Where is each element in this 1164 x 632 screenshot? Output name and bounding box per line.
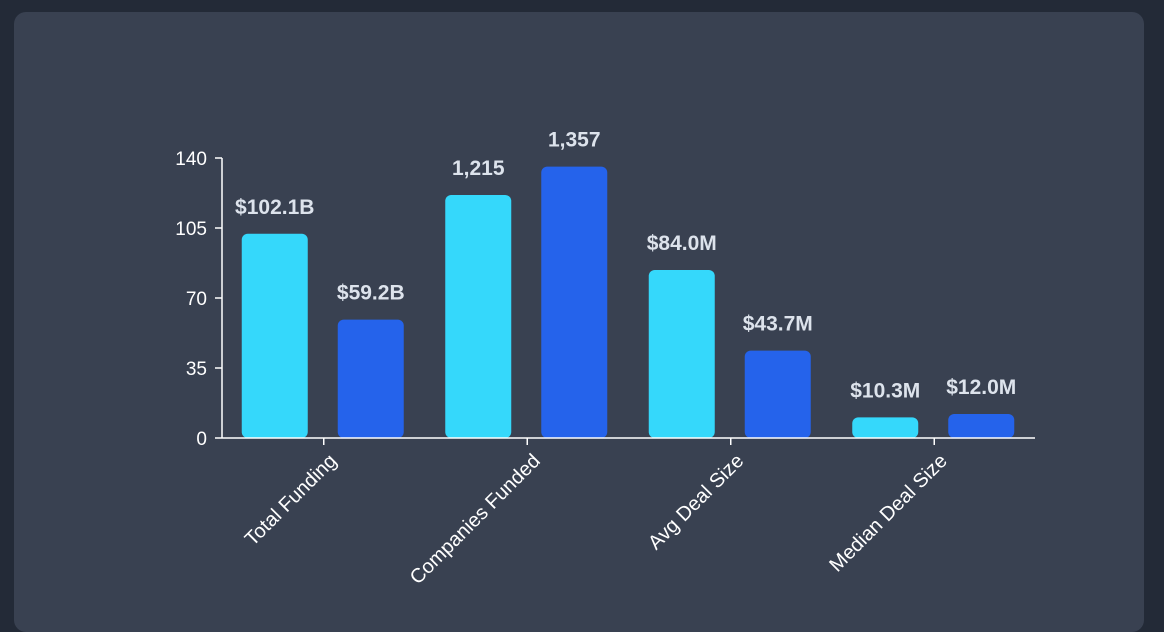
bar-chart: 0 35 70 105 140 $102.1B 1,215 $84.0M $10.3M $59.2… xyxy=(175,129,1035,589)
y-tick-label: 35 xyxy=(186,359,207,380)
data-label: $59.2B xyxy=(337,282,405,305)
y-tick-label: 140 xyxy=(175,149,207,170)
data-label: $12.0M xyxy=(946,376,1016,399)
y-tick-label: 70 xyxy=(186,289,207,310)
data-label: 1,357 xyxy=(548,129,601,152)
data-label: $84.0M xyxy=(647,232,717,255)
x-category-label: Total Funding xyxy=(241,450,341,550)
data-label: $102.1B xyxy=(235,196,314,219)
data-label: $43.7M xyxy=(743,313,813,336)
y-tick-label: 0 xyxy=(196,429,207,450)
data-label: 1,215 xyxy=(452,157,505,180)
bar xyxy=(445,195,512,438)
bar xyxy=(541,166,608,438)
bar xyxy=(648,270,715,438)
x-category-label: Companies Funded xyxy=(406,450,545,589)
x-category-label: Median Deal Size xyxy=(825,450,951,576)
bar xyxy=(852,417,919,438)
y-tick-label: 105 xyxy=(175,219,207,240)
data-label: $10.3M xyxy=(850,379,920,402)
bar xyxy=(948,414,1015,438)
bar xyxy=(337,319,404,438)
bar xyxy=(241,233,308,438)
bar xyxy=(744,350,811,438)
x-category-label: Avg Deal Size xyxy=(644,450,748,554)
